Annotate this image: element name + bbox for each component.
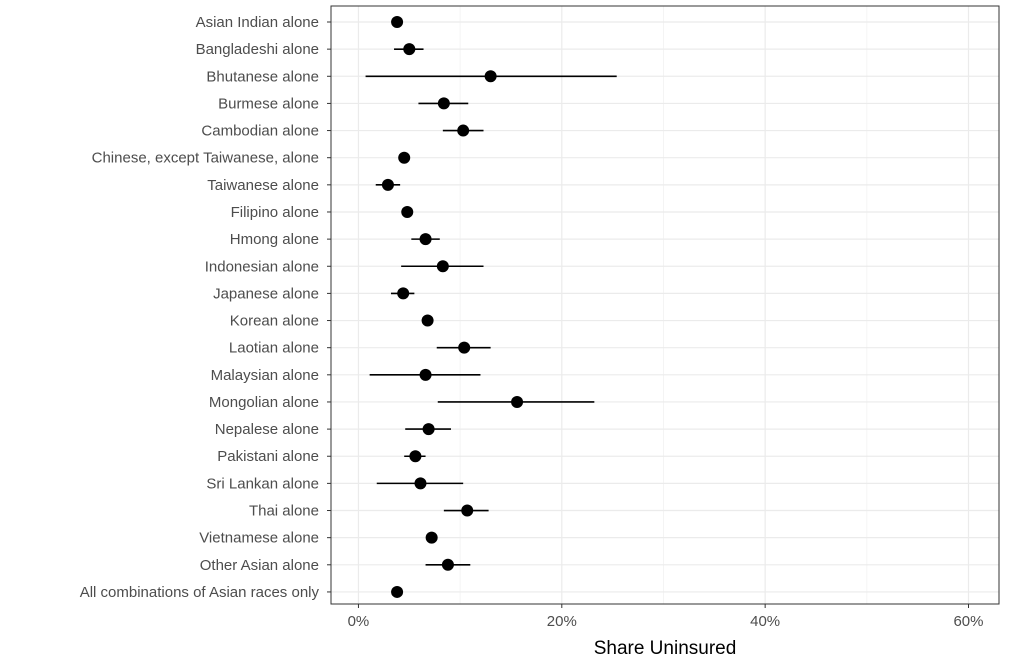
y-tick-label: Burmese alone bbox=[218, 95, 319, 112]
y-tick-label: Laotian alone bbox=[229, 340, 319, 357]
y-tick-label: Malaysian alone bbox=[211, 367, 319, 384]
y-tick-label: Nepalese alone bbox=[215, 421, 319, 438]
y-tick-label: Vietnamese alone bbox=[199, 530, 319, 547]
y-tick-label: Bangladeshi alone bbox=[196, 41, 319, 58]
y-tick-label: Chinese, except Taiwanese, alone bbox=[92, 150, 319, 167]
x-tick-label: 40% bbox=[750, 613, 780, 630]
data-point bbox=[425, 531, 438, 544]
y-tick-label: Other Asian alone bbox=[200, 557, 319, 574]
y-tick-label: Thai alone bbox=[249, 503, 319, 520]
y-tick-label: Bhutanese alone bbox=[206, 68, 319, 85]
grid bbox=[331, 6, 999, 604]
data-point bbox=[414, 477, 427, 490]
x-axis: 0% 20% 40% 60% bbox=[348, 604, 984, 630]
data-point bbox=[457, 124, 470, 137]
y-tick-label: All combinations of Asian races only bbox=[80, 584, 320, 601]
y-tick-label: Filipino alone bbox=[231, 204, 319, 221]
y-tick-label: Sri Lankan alone bbox=[206, 475, 319, 492]
data-point bbox=[401, 205, 414, 218]
y-axis: Asian Indian alone Bangladeshi alone Bhuta… bbox=[80, 14, 331, 601]
panel-background bbox=[331, 6, 999, 604]
y-tick-label: Korean alone bbox=[230, 313, 319, 330]
data-point bbox=[381, 178, 394, 191]
x-tick-label: 20% bbox=[547, 613, 577, 630]
y-tick-label: Japanese alone bbox=[213, 285, 319, 302]
data-point bbox=[458, 341, 471, 354]
data-point bbox=[441, 558, 454, 571]
data-point bbox=[409, 450, 422, 463]
data-point bbox=[484, 70, 497, 83]
data-point bbox=[422, 423, 435, 436]
y-tick-label: Asian Indian alone bbox=[196, 14, 319, 31]
data-point bbox=[419, 368, 432, 381]
data-point bbox=[461, 504, 474, 517]
y-tick-label: Indonesian alone bbox=[205, 258, 319, 275]
data-point bbox=[436, 260, 449, 273]
data-points bbox=[381, 16, 524, 598]
data-point bbox=[391, 585, 404, 598]
data-point bbox=[403, 43, 416, 56]
data-point bbox=[398, 151, 411, 164]
y-tick-label: Pakistani alone bbox=[217, 448, 319, 465]
data-point bbox=[419, 233, 432, 246]
y-tick-label: Hmong alone bbox=[230, 231, 319, 248]
y-tick-label: Cambodian alone bbox=[201, 123, 319, 140]
data-point bbox=[437, 97, 450, 110]
x-tick-label: 0% bbox=[348, 613, 370, 630]
y-tick-label: Mongolian alone bbox=[209, 394, 319, 411]
data-point bbox=[421, 314, 434, 327]
data-point bbox=[511, 395, 524, 408]
y-tick-label: Taiwanese alone bbox=[207, 177, 319, 194]
x-axis-label: Share Uninsured bbox=[594, 638, 737, 659]
x-tick-label: 60% bbox=[953, 613, 983, 630]
panel-border bbox=[330, 5, 1000, 605]
data-point bbox=[397, 287, 410, 300]
data-point bbox=[391, 16, 404, 28]
